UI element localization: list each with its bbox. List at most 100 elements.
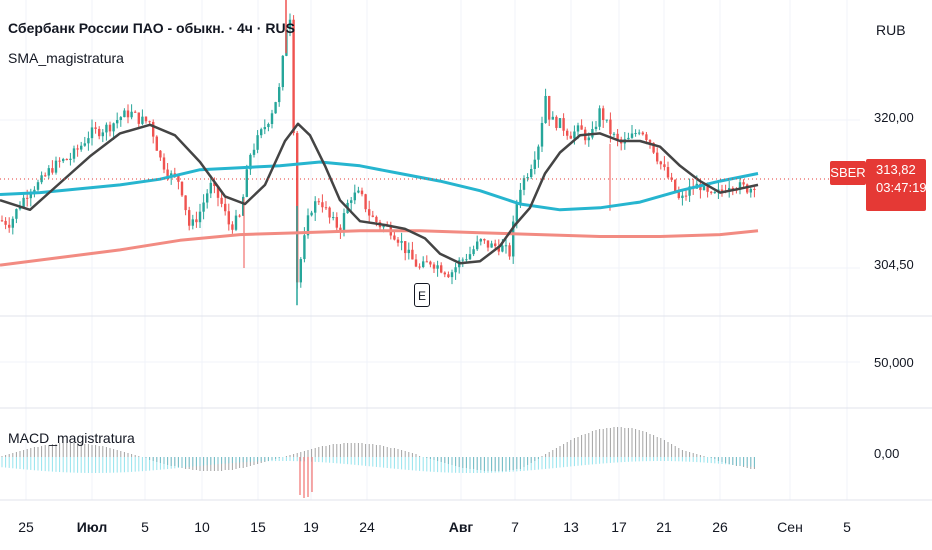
- candle-body-200: [720, 189, 724, 191]
- candle-body-14: [51, 168, 54, 173]
- candle-body-87: [314, 201, 317, 213]
- candle-body-138: [497, 246, 500, 252]
- candle-body-174: [627, 137, 630, 140]
- candle-body-88: [317, 201, 320, 203]
- last-price-tag: 313,82 03:47:19: [866, 159, 927, 211]
- x-tick-label: Сен: [777, 519, 803, 535]
- candle-body-85: [306, 215, 310, 236]
- candle-body-103: [371, 215, 374, 217]
- candle-body-49: [177, 175, 180, 182]
- candle-body-144: [519, 189, 522, 204]
- candle-body-45: [162, 157, 166, 170]
- candle-body-187: [674, 179, 677, 193]
- candle-body-27: [98, 128, 101, 137]
- candle-body-1: [4, 220, 7, 225]
- candle-body-50: [180, 181, 184, 196]
- candle-body-4: [15, 209, 18, 219]
- candle-body-116: [418, 266, 421, 268]
- candle-body-205: [738, 182, 742, 190]
- candle-body-186: [670, 177, 673, 180]
- x-tick-label: 21: [656, 519, 672, 535]
- candle-body-179: [645, 134, 648, 141]
- candle-body-30: [108, 124, 112, 132]
- candle-body-61: [220, 197, 223, 204]
- candle-body-122: [440, 265, 443, 273]
- price-axis-label-high: 320,00: [874, 110, 914, 125]
- candle-body-171: [616, 133, 619, 140]
- candle-body-59: [213, 182, 216, 187]
- candle-body-33: [119, 117, 122, 121]
- candle-body-158: [569, 135, 572, 139]
- candle-body-151: [544, 95, 547, 123]
- candle-body-43: [155, 136, 158, 151]
- candle-body-15: [54, 160, 58, 173]
- candle-body-160: [576, 125, 580, 132]
- candle-body-83: [299, 259, 302, 283]
- candle-body-39: [141, 116, 144, 124]
- candle-body-159: [573, 131, 576, 139]
- candle-body-190: [684, 195, 688, 197]
- candle-body-19: [69, 158, 72, 160]
- candle-body-40: [144, 116, 148, 122]
- candle-body-56: [202, 202, 205, 212]
- x-tick-label: 5: [141, 519, 149, 535]
- candle-body-66: [238, 215, 241, 217]
- candle-body-131: [472, 249, 475, 255]
- symbol-tag: SBER: [830, 161, 866, 185]
- candle-body-95: [342, 213, 346, 232]
- candle-body-62: [224, 203, 227, 212]
- candle-body-24: [87, 138, 90, 144]
- x-tick-label: 26: [712, 519, 728, 535]
- currency-label[interactable]: RUB: [876, 22, 906, 38]
- candle-body-84: [303, 235, 306, 260]
- candle-body-117: [422, 261, 425, 268]
- candle-body-57: [206, 193, 209, 203]
- candle-body-121: [436, 265, 439, 269]
- candle-body-80: [288, 19, 292, 29]
- candle-body-129: [465, 259, 468, 261]
- candle-body-118: [425, 261, 428, 263]
- candle-body-111: [400, 241, 403, 243]
- macd-indicator-label[interactable]: MACD_magistratura: [8, 430, 135, 446]
- candle-body-99: [357, 190, 360, 193]
- candle-body-37: [134, 111, 137, 113]
- last-price-value: 313,82: [876, 162, 916, 177]
- candle-body-140: [504, 245, 508, 247]
- candle-body-130: [468, 254, 472, 260]
- candle-body-167: [602, 108, 605, 121]
- candle-body-135: [486, 240, 490, 248]
- candle-body-12: [44, 175, 47, 177]
- candle-body-137: [494, 243, 497, 247]
- candle-body-161: [580, 125, 583, 130]
- candle-body-157: [566, 130, 569, 136]
- candle-body-92: [332, 217, 335, 219]
- earnings-marker[interactable]: E: [414, 283, 430, 307]
- candle-body-10: [36, 182, 40, 190]
- candle-body-64: [231, 224, 234, 230]
- candle-body-94: [339, 227, 342, 232]
- candle-body-55: [198, 211, 202, 223]
- candle-body-74: [267, 123, 270, 128]
- candle-body-73: [263, 127, 266, 130]
- candle-body-46: [166, 169, 169, 177]
- candle-body-185: [666, 167, 670, 178]
- sma-indicator-label[interactable]: SMA_magistratura: [8, 50, 124, 66]
- candle-body-133: [479, 239, 482, 242]
- candle-body-93: [335, 217, 338, 228]
- candle-body-170: [612, 133, 616, 135]
- candle-body-11: [40, 175, 43, 183]
- candle-body-58: [209, 182, 212, 194]
- candle-body-165: [594, 126, 598, 130]
- candle-body-141: [508, 245, 511, 257]
- candle-body-119: [429, 261, 432, 265]
- x-tick-label: Авг: [448, 519, 474, 535]
- candle-body-75: [270, 113, 274, 124]
- candle-body-17: [62, 159, 65, 162]
- candle-body-34: [123, 110, 126, 118]
- volume-axis-label: 50,000: [874, 355, 914, 370]
- candle-body-6: [22, 197, 25, 208]
- candle-body-35: [126, 110, 130, 118]
- candle-body-124: [447, 274, 450, 278]
- candle-body-29: [105, 124, 108, 133]
